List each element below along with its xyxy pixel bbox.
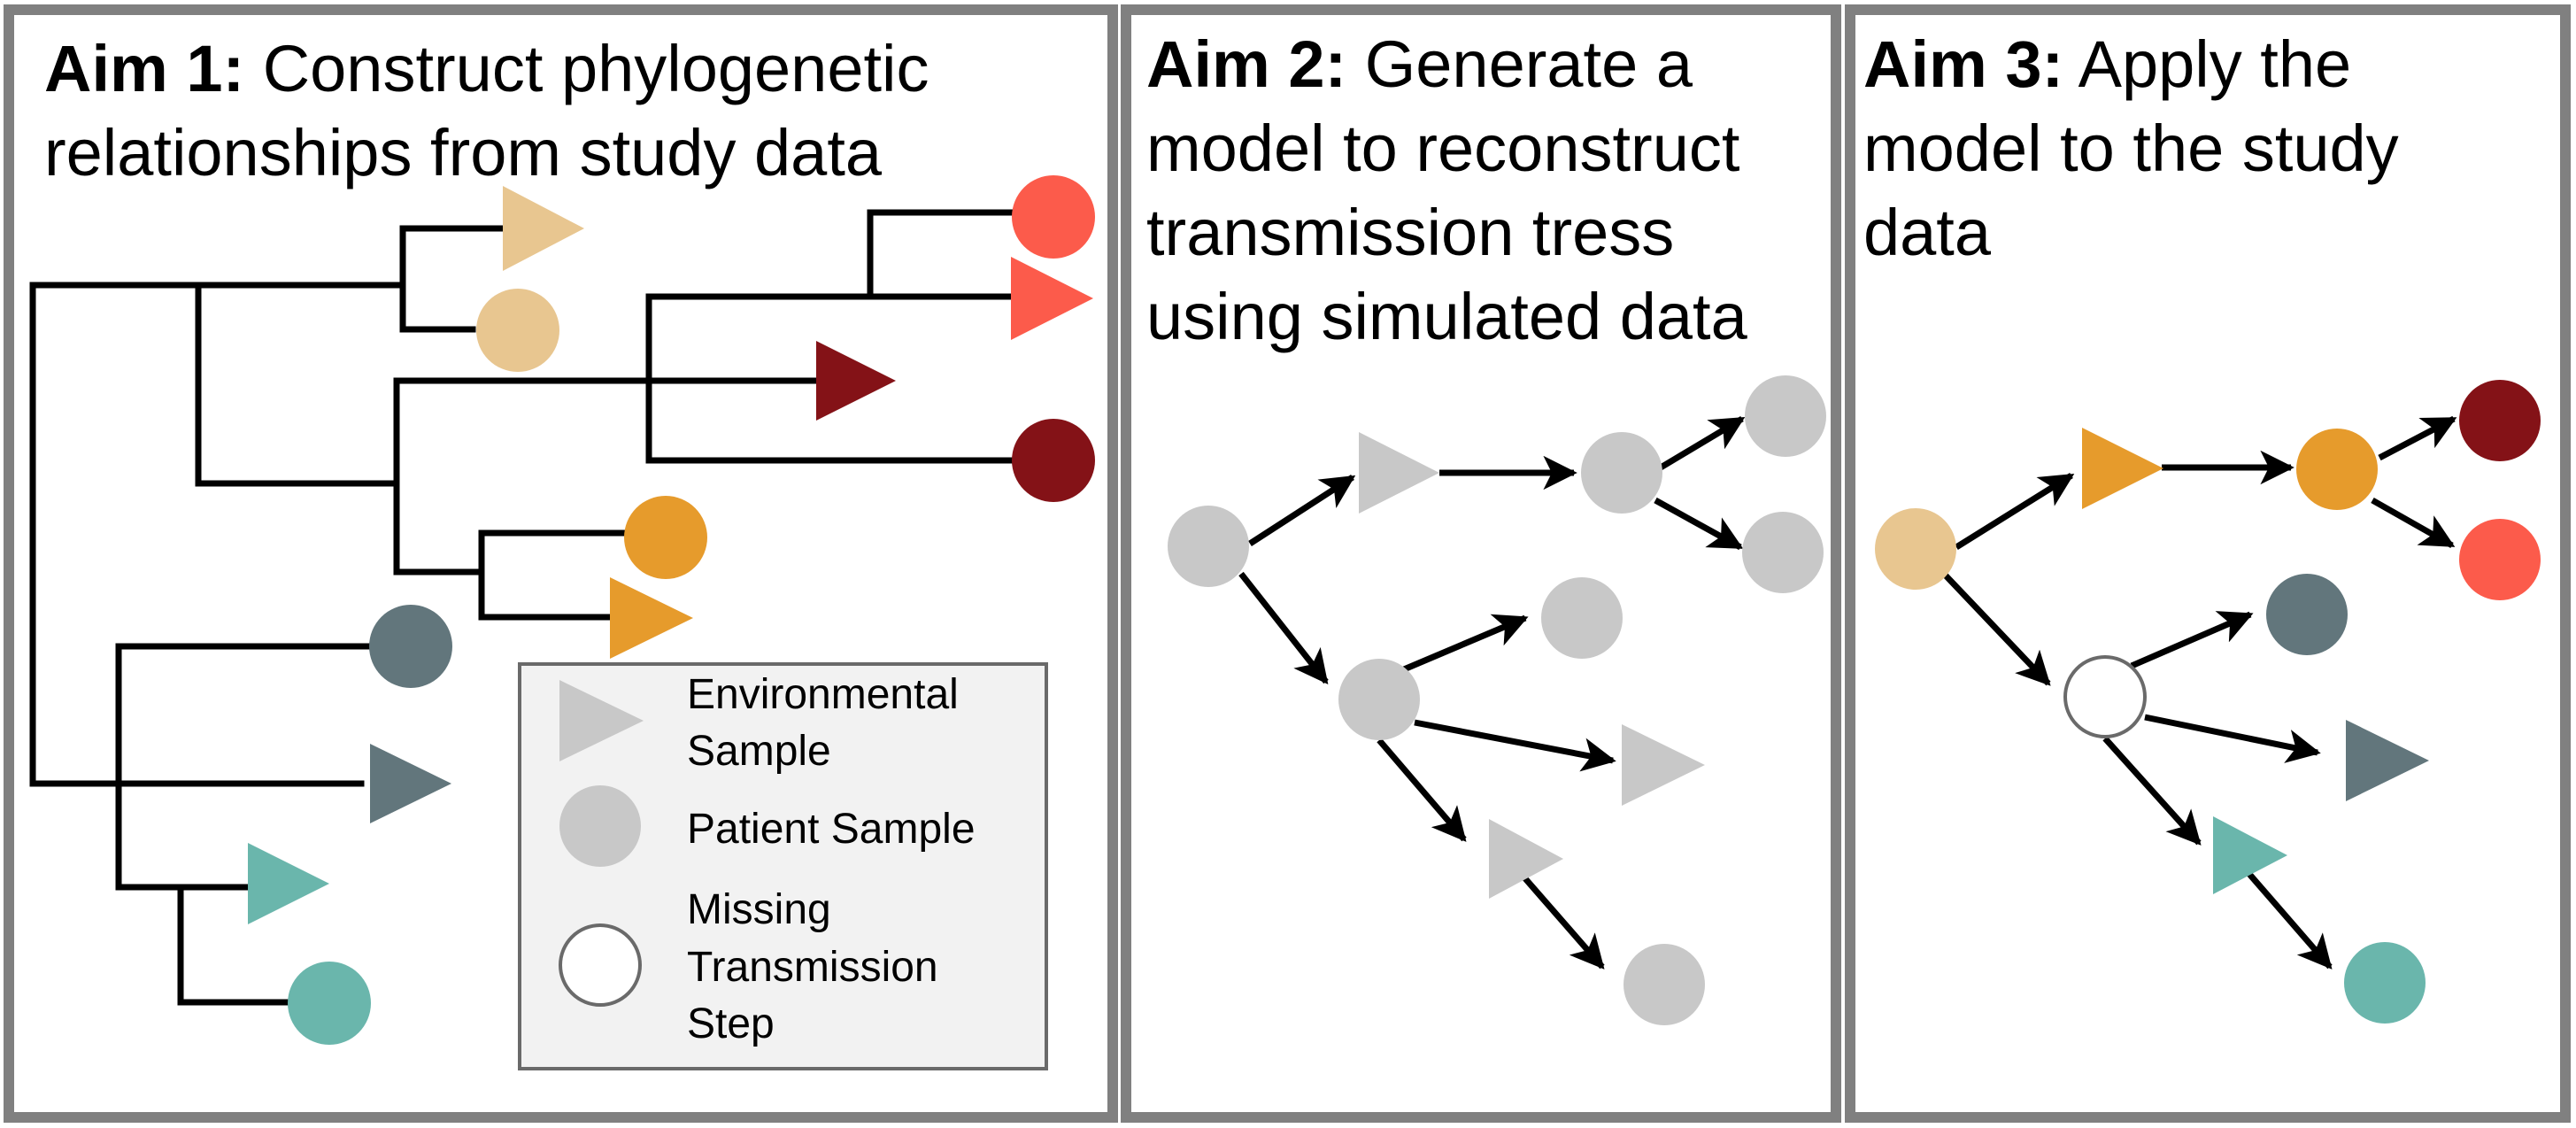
study-transmission-tree bbox=[1875, 380, 2541, 1024]
panel-aim3-title: Aim 3: Apply the model to the study data bbox=[1863, 27, 2417, 269]
aim2-title-line-4: using simulated data bbox=[1146, 280, 1748, 353]
sim-arrow-3 bbox=[1659, 415, 1746, 471]
sim-node-env-2 bbox=[1622, 724, 1705, 806]
aim3-title-line-3: data bbox=[1863, 196, 1992, 269]
sim-node-3 bbox=[1745, 375, 1826, 457]
panel-aim3-frame bbox=[1845, 4, 2571, 1123]
tip-slate-triangle bbox=[370, 744, 451, 823]
sim-node-env-1 bbox=[1359, 432, 1439, 514]
tip-darkred-circle bbox=[1012, 419, 1095, 502]
tip-teal-circle bbox=[288, 962, 371, 1045]
study-node-red bbox=[2459, 519, 2541, 600]
sim-node-2 bbox=[1581, 432, 1662, 514]
study-node-darkred bbox=[2459, 380, 2541, 461]
tip-slate-circle bbox=[369, 605, 452, 688]
sim-arrow-6 bbox=[1402, 614, 1529, 673]
legend-patient-label: Patient Sample bbox=[687, 806, 976, 853]
sim-node-5 bbox=[1338, 659, 1420, 740]
study-arrow-4 bbox=[2371, 497, 2456, 549]
aim1-title-line-1: Construct phylogenetic bbox=[244, 32, 929, 105]
sim-arrow-5 bbox=[1238, 571, 1329, 685]
tip-red-triangle bbox=[1011, 257, 1093, 340]
aim2-title-line-2: model to reconstruct bbox=[1146, 112, 1740, 185]
aim1-title-line-2: relationships from study data bbox=[44, 116, 883, 189]
sim-arrow-8 bbox=[1377, 738, 1467, 842]
study-arrow-9 bbox=[2246, 870, 2333, 970]
legend-missing-label: Missing Transmission Step bbox=[687, 886, 950, 1047]
sim-node-root bbox=[1168, 506, 1249, 587]
legend: Environmental Sample Patient Sample Miss… bbox=[518, 662, 1048, 1070]
sim-node-env-3 bbox=[1489, 819, 1563, 899]
sim-arrow-9 bbox=[1521, 874, 1605, 970]
sim-node-7 bbox=[1623, 944, 1705, 1025]
aim2-title-line-3: transmission tress bbox=[1146, 196, 1674, 269]
sim-arrow-7 bbox=[1414, 719, 1616, 772]
panel-aim1-title: Aim 1: Construct phylogenetic relationsh… bbox=[44, 32, 947, 189]
tip-orange-circle bbox=[624, 496, 707, 579]
panel-aim2-title: Aim 2: Generate a model to reconstruct t… bbox=[1146, 27, 1758, 353]
phylogenetic-tips bbox=[248, 175, 1095, 1045]
sim-node-6 bbox=[1541, 577, 1623, 659]
tip-orange-triangle bbox=[610, 577, 693, 659]
aim3-title-line-1: Apply the bbox=[2063, 27, 2351, 101]
tip-red-circle bbox=[1012, 175, 1095, 259]
phylogenetic-tree bbox=[29, 209, 1014, 1006]
study-node-orange-circle bbox=[2296, 429, 2378, 510]
study-arrow-3 bbox=[2378, 415, 2457, 461]
tip-tan-circle bbox=[476, 289, 559, 372]
sim-node-4 bbox=[1742, 512, 1824, 593]
study-node-orange-triangle bbox=[2082, 428, 2163, 509]
study-arrow-6 bbox=[2130, 611, 2254, 669]
study-node-teal-triangle bbox=[2213, 816, 2287, 894]
study-node-slate bbox=[2266, 574, 2348, 655]
legend-patient-icon bbox=[559, 785, 641, 867]
aim3-title-line-2: model to the study bbox=[1863, 112, 2399, 185]
legend-environmental-label: Environmental Sample bbox=[687, 671, 970, 775]
tip-tan-triangle bbox=[503, 186, 584, 271]
study-arrow-7 bbox=[2144, 714, 2321, 763]
study-arrow-5 bbox=[1941, 571, 2051, 686]
aim2-title-line-1: Generate a bbox=[1346, 27, 1693, 101]
sim-arrow-1 bbox=[1248, 475, 1356, 546]
study-nodes bbox=[1875, 380, 2541, 1024]
study-node-missing bbox=[2063, 655, 2147, 738]
study-arrows bbox=[1941, 415, 2457, 970]
panel-frames bbox=[4, 4, 2571, 1123]
study-node-tan bbox=[1875, 508, 1956, 590]
aim1-label: Aim 1: bbox=[44, 32, 244, 105]
tip-teal-triangle bbox=[248, 843, 329, 924]
aim2-label: Aim 2: bbox=[1146, 27, 1346, 101]
tip-darkred-triangle bbox=[816, 341, 896, 421]
simulated-transmission-tree bbox=[1168, 375, 1826, 1025]
legend-missing-icon bbox=[559, 923, 642, 1007]
sim-arrows bbox=[1238, 415, 1746, 970]
aim3-label: Aim 3: bbox=[1863, 27, 2063, 101]
study-node-slate-triangle bbox=[2346, 720, 2429, 801]
legend-environmental-icon bbox=[559, 680, 644, 761]
study-arrow-8 bbox=[2102, 736, 2202, 846]
study-node-teal-circle bbox=[2344, 942, 2426, 1024]
sim-arrow-4 bbox=[1654, 497, 1744, 551]
study-arrow-1 bbox=[1955, 473, 2075, 550]
sim-nodes bbox=[1168, 375, 1826, 1025]
